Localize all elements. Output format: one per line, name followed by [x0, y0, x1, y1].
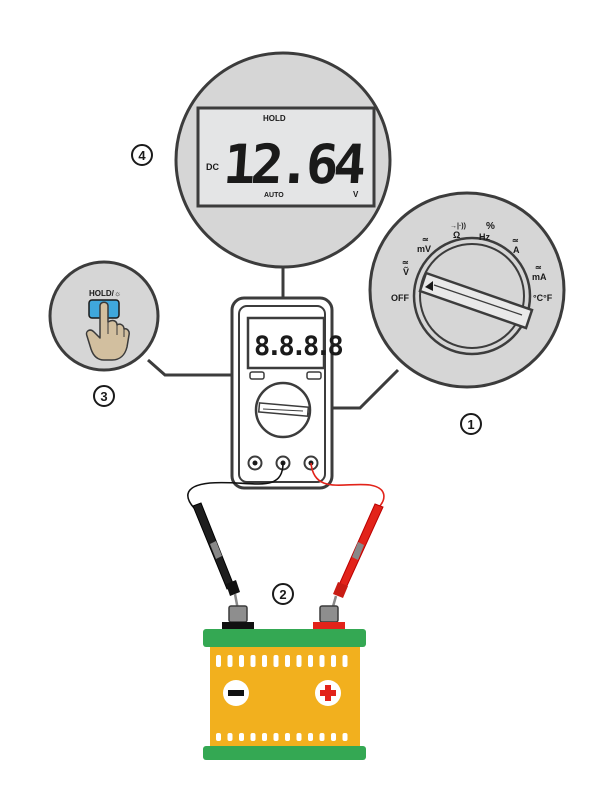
vent-slot	[273, 655, 279, 667]
dial-tilde-v: ≃	[402, 258, 409, 267]
vent-slot	[250, 733, 256, 741]
voltage-reading: 12.64	[221, 133, 366, 196]
volt-unit: V	[353, 190, 359, 199]
vent-slot	[331, 655, 336, 667]
black-probe	[192, 502, 240, 611]
vent-slot	[250, 655, 256, 667]
auto-indicator: AUTO	[264, 192, 284, 199]
meter-light-button[interactable]	[306, 371, 322, 380]
connector-button	[147, 358, 258, 377]
callout-2: 2	[272, 583, 294, 605]
multimeter: 8.8.8.8	[230, 296, 347, 490]
dial-label-percent: %	[486, 221, 495, 232]
vent-slot	[319, 655, 325, 667]
dial-label-mv: mV	[417, 244, 431, 254]
red-lead-wire	[310, 462, 385, 509]
dial-label-v: Ṽ	[403, 267, 409, 277]
dial-label-ma: mA	[532, 272, 547, 282]
hold-indicator: HOLD	[263, 114, 286, 123]
callout-1: 1	[460, 413, 482, 435]
continuity-icon: →|·))	[450, 223, 466, 230]
svg-text:1: 1	[467, 417, 474, 432]
vent-slot	[216, 733, 221, 741]
meter-lcd	[246, 316, 326, 370]
positive-terminal	[319, 605, 339, 623]
vent-slot	[342, 733, 348, 741]
vent-slot	[239, 733, 244, 741]
dial-label-a: A	[513, 245, 520, 255]
dial-label-temp: °C°F	[533, 293, 553, 303]
vent-slot	[308, 655, 313, 667]
lcd-zoom: HOLD DC 12.64 V AUTO	[174, 51, 392, 269]
callout-4: 4	[131, 144, 153, 166]
svg-text:3: 3	[100, 389, 107, 404]
dial-tilde-mv: ≃	[422, 235, 429, 244]
black-lead-wire	[187, 462, 284, 511]
callout-3: 3	[93, 385, 115, 407]
vent-slot	[262, 733, 267, 741]
vent-slot	[216, 655, 221, 667]
dial-zoom: OFF ≃ Ṽ ≃ mV →|·)) Ω % Hz ≃ A ≃ mA °C°F	[368, 191, 566, 389]
dial-tilde-ma: ≃	[535, 263, 542, 272]
hold-button-label: HOLD/☼	[89, 289, 121, 298]
lcd-zoom-screen	[196, 106, 376, 208]
battery-vents-bottom	[216, 733, 348, 741]
dial-knob[interactable]	[418, 271, 534, 330]
hold-button-zoom: HOLD/☼	[48, 260, 160, 372]
vent-slot	[273, 733, 279, 741]
vent-slot	[239, 655, 244, 667]
vent-slot	[285, 655, 290, 667]
dial-pointer-icon	[425, 281, 433, 291]
vent-slot	[296, 733, 302, 741]
vent-slot	[342, 655, 348, 667]
vent-slot	[227, 733, 233, 741]
svg-text:4: 4	[138, 148, 146, 163]
vent-slot	[308, 733, 313, 741]
dial-label-ohm: Ω	[453, 230, 460, 240]
dial-tilde-a: ≃	[512, 236, 519, 245]
battery-vents-top	[216, 655, 348, 667]
vent-slot	[331, 733, 336, 741]
battery	[203, 605, 366, 760]
dial-label-hz: Hz	[479, 232, 490, 242]
negative-terminal	[228, 605, 248, 623]
vent-slot	[262, 655, 267, 667]
vent-slot	[319, 733, 325, 741]
dc-indicator: DC	[206, 162, 219, 172]
dial-label-off: OFF	[391, 293, 409, 303]
svg-text:2: 2	[279, 587, 286, 602]
vent-slot	[227, 655, 233, 667]
vent-slot	[296, 655, 302, 667]
red-probe	[330, 503, 384, 611]
meter-display-digits: 8.8.8.8	[254, 331, 343, 362]
meter-hold-button[interactable]	[249, 371, 265, 380]
vent-slot	[285, 733, 290, 741]
